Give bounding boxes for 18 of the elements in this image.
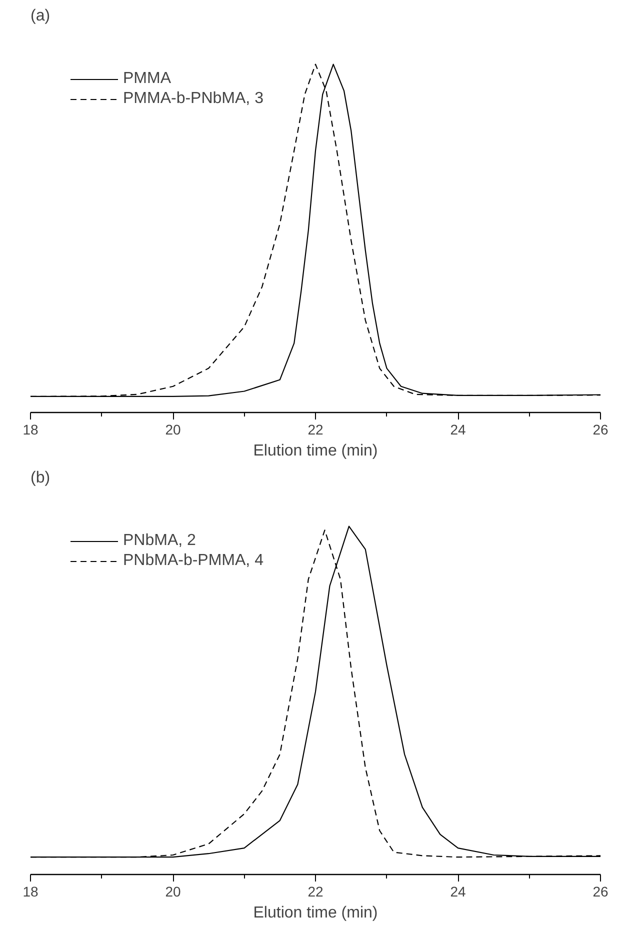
x-tick-label: 20: [165, 884, 181, 900]
x-axis-title: Elution time (min): [253, 904, 378, 922]
chart-title: (a): [30, 8, 50, 24]
x-tick-label: 24: [450, 422, 466, 438]
legend-label: PMMA: [123, 70, 171, 88]
chart-title: (b): [30, 470, 50, 486]
x-tick-label: 24: [450, 884, 466, 900]
x-axis-title: Elution time (min): [253, 442, 378, 460]
x-tick-label: 22: [308, 884, 324, 900]
x-tick-label: 20: [165, 422, 181, 438]
x-tick-label: 22: [308, 422, 324, 438]
legend-label: PMMA-b-PNbMA, 3: [123, 90, 264, 108]
x-tick-label: 18: [22, 422, 38, 438]
x-tick-label: 26: [592, 884, 608, 900]
legend-label: PNbMA, 2: [123, 532, 196, 550]
x-tick-label: 26: [592, 422, 608, 438]
x-tick-label: 18: [22, 884, 38, 900]
legend-label: PNbMA-b-PMMA, 4: [123, 552, 264, 570]
